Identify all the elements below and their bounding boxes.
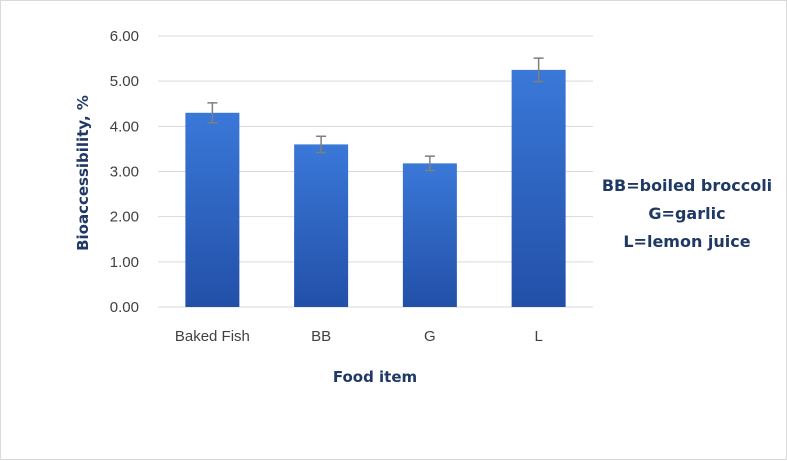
bar [185, 112, 240, 308]
bar [511, 69, 566, 307]
annotation-line-3: L=lemon juice [623, 232, 750, 251]
bar [402, 163, 457, 307]
bar [294, 144, 349, 307]
error-bar [207, 102, 218, 124]
y-tick-label: 3.00 [110, 164, 139, 181]
y-tick-labels: 0.00 1.00 2.00 3.00 4.00 5.00 6.00 [110, 28, 139, 316]
annotation-line-2: G=garlic [648, 204, 725, 223]
y-tick-label: 0.00 [110, 299, 139, 316]
x-tick-label: G [424, 328, 436, 345]
error-bar [424, 155, 435, 172]
y-tick-label: 5.00 [110, 73, 139, 90]
error-bar [533, 57, 544, 83]
bars [185, 69, 566, 308]
x-tick-label: L [534, 328, 542, 345]
y-tick-label: 6.00 [110, 28, 139, 45]
x-tick-label: BB [311, 328, 331, 345]
y-tick-label: 2.00 [110, 209, 139, 226]
x-tick-label: Baked Fish [175, 328, 250, 345]
y-axis-title: Bioaccessibility, % [74, 95, 92, 251]
x-tick-labels: Baked Fish BB G L [175, 328, 543, 345]
y-tick-label: 4.00 [110, 118, 139, 135]
annotation-line-1: BB=boiled broccoli [602, 176, 772, 195]
x-axis-title: Food item [333, 368, 417, 386]
error-bars [207, 57, 544, 172]
y-tick-label: 1.00 [110, 254, 139, 271]
error-bar [316, 135, 327, 154]
